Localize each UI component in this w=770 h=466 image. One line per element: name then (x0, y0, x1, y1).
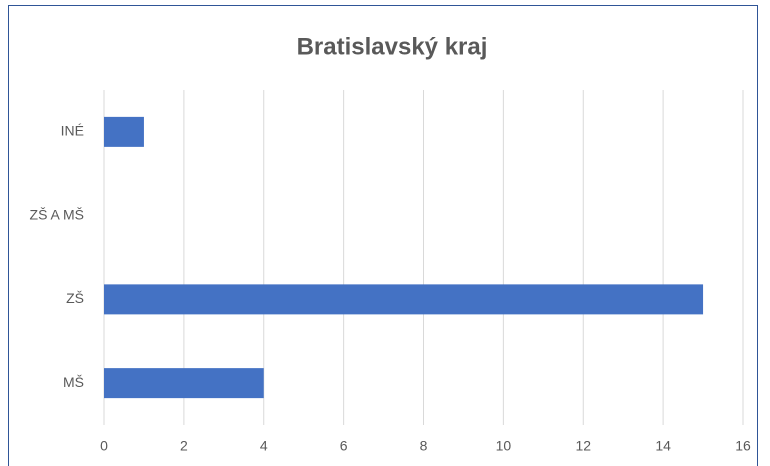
x-tick-label: 8 (420, 438, 428, 454)
y-tick-label: INÉ (61, 123, 84, 139)
bar (104, 284, 704, 315)
y-tick-label: ZŠ A MŠ (30, 206, 84, 222)
x-tick-label: 16 (735, 438, 751, 454)
y-tick-label: MŠ (63, 374, 84, 390)
x-tick-label: 2 (180, 438, 188, 454)
x-tick-label: 0 (100, 438, 108, 454)
x-tick-label: 10 (496, 438, 512, 454)
x-tick-label: 6 (340, 438, 348, 454)
x-tick-label: 12 (575, 438, 591, 454)
x-tick-label: 14 (655, 438, 671, 454)
bar (104, 116, 144, 147)
x-tick-label: 4 (260, 438, 268, 454)
chart-title: Bratislavský kraj (297, 33, 488, 60)
bar (104, 368, 264, 399)
y-tick-label: ZŠ (66, 290, 84, 306)
